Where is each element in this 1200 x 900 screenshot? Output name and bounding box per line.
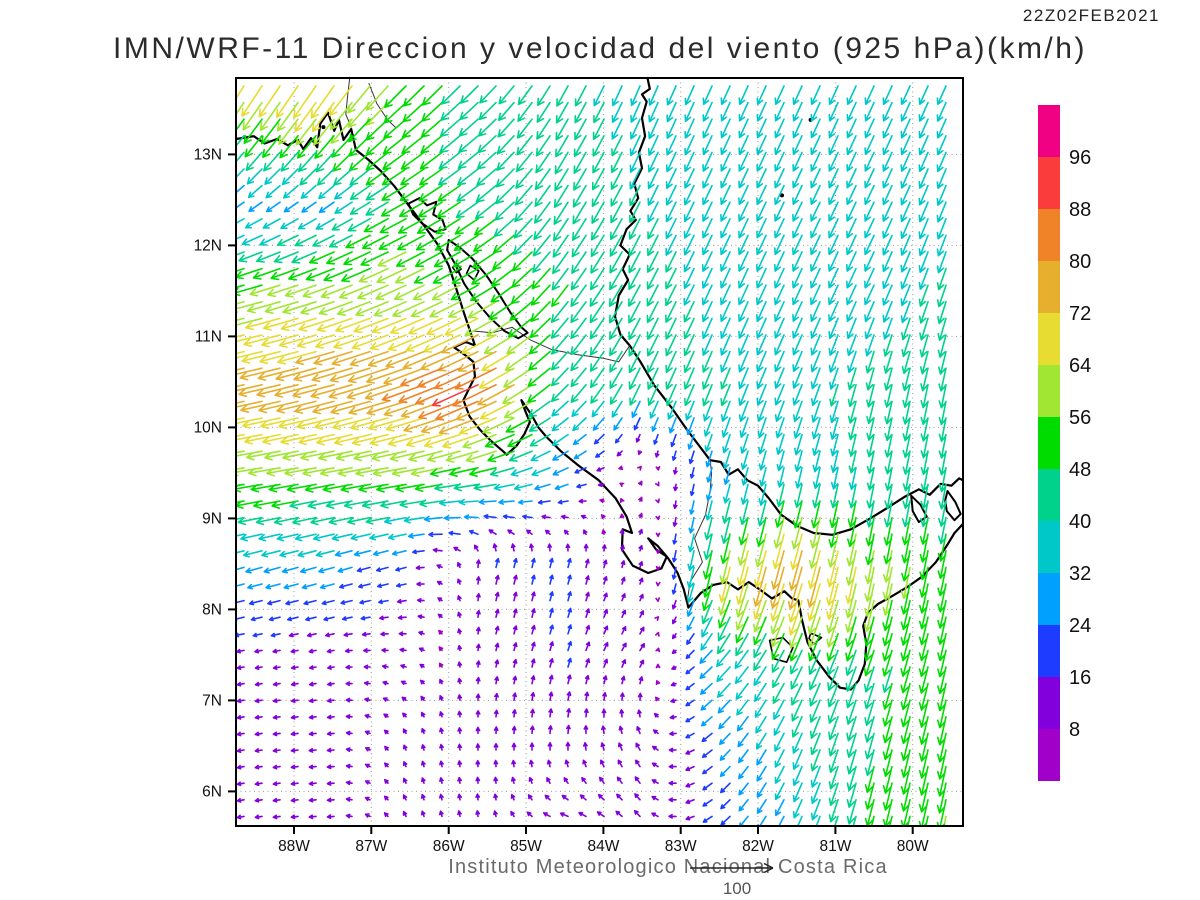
colorbar-label: 88 bbox=[1069, 199, 1091, 221]
wind-arrow-path bbox=[235, 85, 947, 827]
country-border bbox=[368, 83, 397, 129]
wind-arrow-path bbox=[235, 85, 947, 827]
x-tick-label: 80W bbox=[897, 838, 929, 855]
axis-ticks-and-labels: 88W 87W 86W 85W 84W 83W 82W 81W 80W 13N 12N 11N 10N 9… bbox=[194, 146, 929, 855]
country-border bbox=[472, 326, 631, 363]
colorbar-label: 48 bbox=[1069, 459, 1091, 481]
colorbar-segment bbox=[1038, 261, 1060, 313]
coastline bbox=[235, 111, 964, 691]
y-tick-label: 8N bbox=[202, 601, 222, 618]
y-tick-label: 6N bbox=[202, 783, 222, 800]
colorbar-segment bbox=[1038, 469, 1060, 521]
x-tick-label: 82W bbox=[742, 838, 774, 855]
y-tick-label: 10N bbox=[194, 419, 222, 436]
country-border bbox=[345, 77, 352, 128]
colorbar-segment bbox=[1038, 417, 1060, 469]
wind-arrows-layer bbox=[235, 85, 947, 827]
wind-arrow-path bbox=[438, 450, 661, 702]
colorbar-label: 64 bbox=[1069, 355, 1091, 377]
wind-arrow-path bbox=[235, 85, 947, 827]
coastline bbox=[613, 77, 964, 536]
colorbar-segment bbox=[1038, 625, 1060, 677]
x-tick-label: 86W bbox=[433, 838, 465, 855]
wind-arrow-path bbox=[235, 85, 857, 636]
y-tick-label: 13N bbox=[194, 146, 222, 163]
island-dot bbox=[780, 193, 784, 198]
colorbar-segment bbox=[1038, 313, 1060, 365]
wind-arrow-path bbox=[235, 417, 731, 826]
colorbar-segment bbox=[1038, 521, 1060, 573]
y-tick-label: 11N bbox=[195, 328, 222, 345]
colorbar-segment bbox=[1038, 729, 1060, 781]
colorbar-segment bbox=[1038, 157, 1060, 209]
colorbar-segment bbox=[1038, 677, 1060, 729]
colorbar-label: 32 bbox=[1069, 563, 1091, 585]
island-dot bbox=[321, 125, 326, 130]
x-tick-label: 87W bbox=[355, 838, 387, 855]
colorbar-label: 72 bbox=[1069, 303, 1091, 325]
colorbar-segment bbox=[1038, 365, 1060, 417]
colorbar-label: 56 bbox=[1069, 407, 1091, 429]
lake-outline bbox=[944, 490, 962, 522]
colorbar-label: 24 bbox=[1069, 615, 1091, 637]
map-geography-layer bbox=[235, 77, 964, 691]
reference-arrow: 100 bbox=[690, 862, 774, 898]
colorbar-label: 8 bbox=[1069, 719, 1080, 741]
y-tick-label: 9N bbox=[202, 510, 222, 527]
valid-time-label: 22Z02FEB2021 bbox=[1022, 6, 1160, 25]
x-tick-label: 88W bbox=[278, 838, 310, 855]
colorbar-label: 96 bbox=[1069, 147, 1091, 169]
wind-arrow-path bbox=[236, 433, 695, 821]
colorbar-segment bbox=[1038, 105, 1060, 157]
wind-arrow-path bbox=[431, 384, 479, 407]
x-tick-label: 85W bbox=[510, 838, 542, 855]
wind-arrow-path bbox=[235, 184, 785, 827]
y-tick-label: 7N bbox=[202, 692, 222, 709]
colorbar-label: 16 bbox=[1069, 667, 1091, 689]
colorbar-segment bbox=[1038, 209, 1060, 261]
page-title: IMN/WRF-11 Direccion y velocidad del vie… bbox=[113, 32, 1087, 65]
colorbar-label: 80 bbox=[1069, 251, 1091, 273]
reference-arrow-label: 100 bbox=[723, 879, 751, 898]
colorbar-label: 40 bbox=[1069, 511, 1091, 533]
x-tick-label: 83W bbox=[665, 838, 697, 855]
colorbar-segment bbox=[1038, 573, 1060, 625]
wind-arrow-path bbox=[235, 334, 821, 610]
wind-arrow-path bbox=[235, 85, 947, 827]
x-tick-label: 81W bbox=[819, 838, 851, 855]
map-frame bbox=[235, 77, 964, 827]
caption-text: Instituto Meteorologico Nacional Costa R… bbox=[448, 856, 888, 878]
x-tick-label: 84W bbox=[587, 838, 619, 855]
y-tick-label: 12N bbox=[194, 237, 222, 254]
lake-outline bbox=[910, 494, 928, 524]
colorbar: 96 88 80 72 64 56 48 40 32 24 16 8 bbox=[1038, 105, 1091, 781]
wind-arrow-path bbox=[381, 367, 497, 421]
